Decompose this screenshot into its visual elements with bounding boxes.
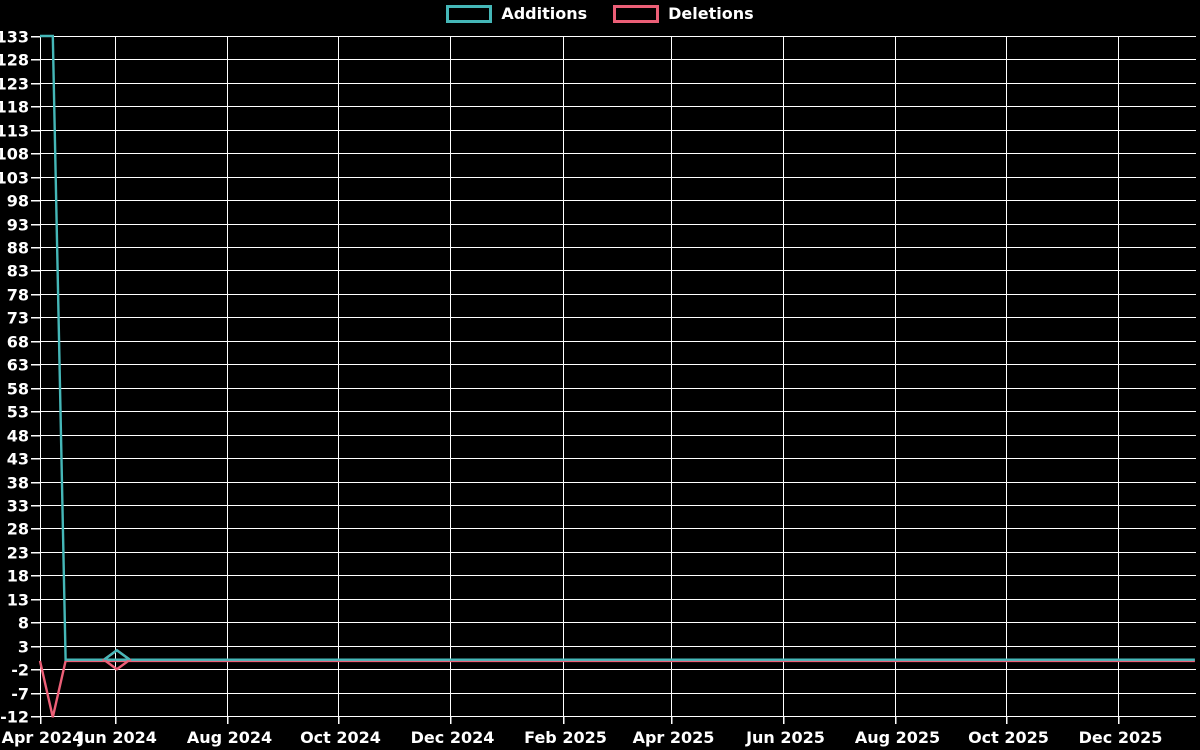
y-tick-label: 113 — [0, 122, 29, 141]
y-tick-label: -2 — [11, 661, 29, 680]
y-tick-label: -12 — [0, 708, 29, 727]
x-tick-label: Dec 2025 — [1079, 728, 1163, 747]
x-tick-label: Oct 2024 — [300, 728, 381, 747]
y-tick-label: 118 — [0, 98, 29, 117]
y-tick-label: 23 — [7, 544, 29, 563]
x-tick-label: Aug 2024 — [187, 728, 272, 747]
y-tick-label: 133 — [0, 28, 29, 47]
axes — [31, 35, 1120, 724]
y-tick-label: 33 — [7, 497, 29, 516]
legend-item-deletions[interactable]: Deletions — [613, 5, 754, 23]
y-tick-label: 58 — [7, 380, 29, 399]
additions-swatch-icon — [446, 5, 493, 23]
y-tick-label: 98 — [7, 192, 29, 211]
chart-legend: Additions Deletions — [0, 5, 1200, 23]
y-tick-label: 83 — [7, 262, 29, 281]
y-tick-label: -7 — [11, 685, 29, 704]
y-tick-label: 68 — [7, 333, 29, 352]
y-tick-label: 103 — [0, 169, 29, 188]
y-tick-label: 73 — [7, 309, 29, 328]
y-tick-label: 93 — [7, 216, 29, 235]
y-tick-label: 28 — [7, 520, 29, 539]
y-tick-label: 88 — [7, 239, 29, 258]
y-tick-label: 13 — [7, 591, 29, 610]
y-tick-label: 18 — [7, 567, 29, 586]
legend-label-deletions: Deletions — [668, 4, 754, 23]
additions-line — [40, 34, 1195, 661]
x-tick-label: Feb 2025 — [524, 728, 607, 747]
marker-diamond-additions — [103, 648, 131, 661]
y-tick-label: 43 — [7, 450, 29, 469]
y-tick-label: 48 — [7, 427, 29, 446]
y-tick-label: 78 — [7, 286, 29, 305]
legend-label-additions: Additions — [501, 4, 588, 23]
x-tick-label: Oct 2025 — [968, 728, 1049, 747]
y-tick-label: 53 — [7, 403, 29, 422]
x-tick-label: Jun 2025 — [745, 728, 825, 747]
gridlines — [40, 36, 1196, 717]
x-tick-label: Dec 2024 — [411, 728, 495, 747]
x-tick-label: Apr 2025 — [633, 728, 715, 747]
x-tick-label: Jun 2024 — [77, 728, 157, 747]
y-tick-label: 108 — [0, 145, 29, 164]
deletions-swatch-icon — [613, 5, 660, 23]
y-tick-label: 128 — [0, 51, 29, 70]
x-tick-label: Aug 2025 — [855, 728, 940, 747]
x-tick-label: Apr 2024 — [2, 728, 84, 747]
y-tick-label: 8 — [18, 614, 29, 633]
axis-labels: -12-7-2381318232833384348535863687378838… — [0, 28, 1162, 748]
legend-item-additions[interactable]: Additions — [446, 5, 587, 23]
y-tick-label: 123 — [0, 75, 29, 94]
y-tick-label: 38 — [7, 474, 29, 493]
series-lines — [38, 34, 1195, 718]
y-tick-label: 3 — [18, 638, 29, 657]
y-tick-label: 63 — [7, 356, 29, 375]
